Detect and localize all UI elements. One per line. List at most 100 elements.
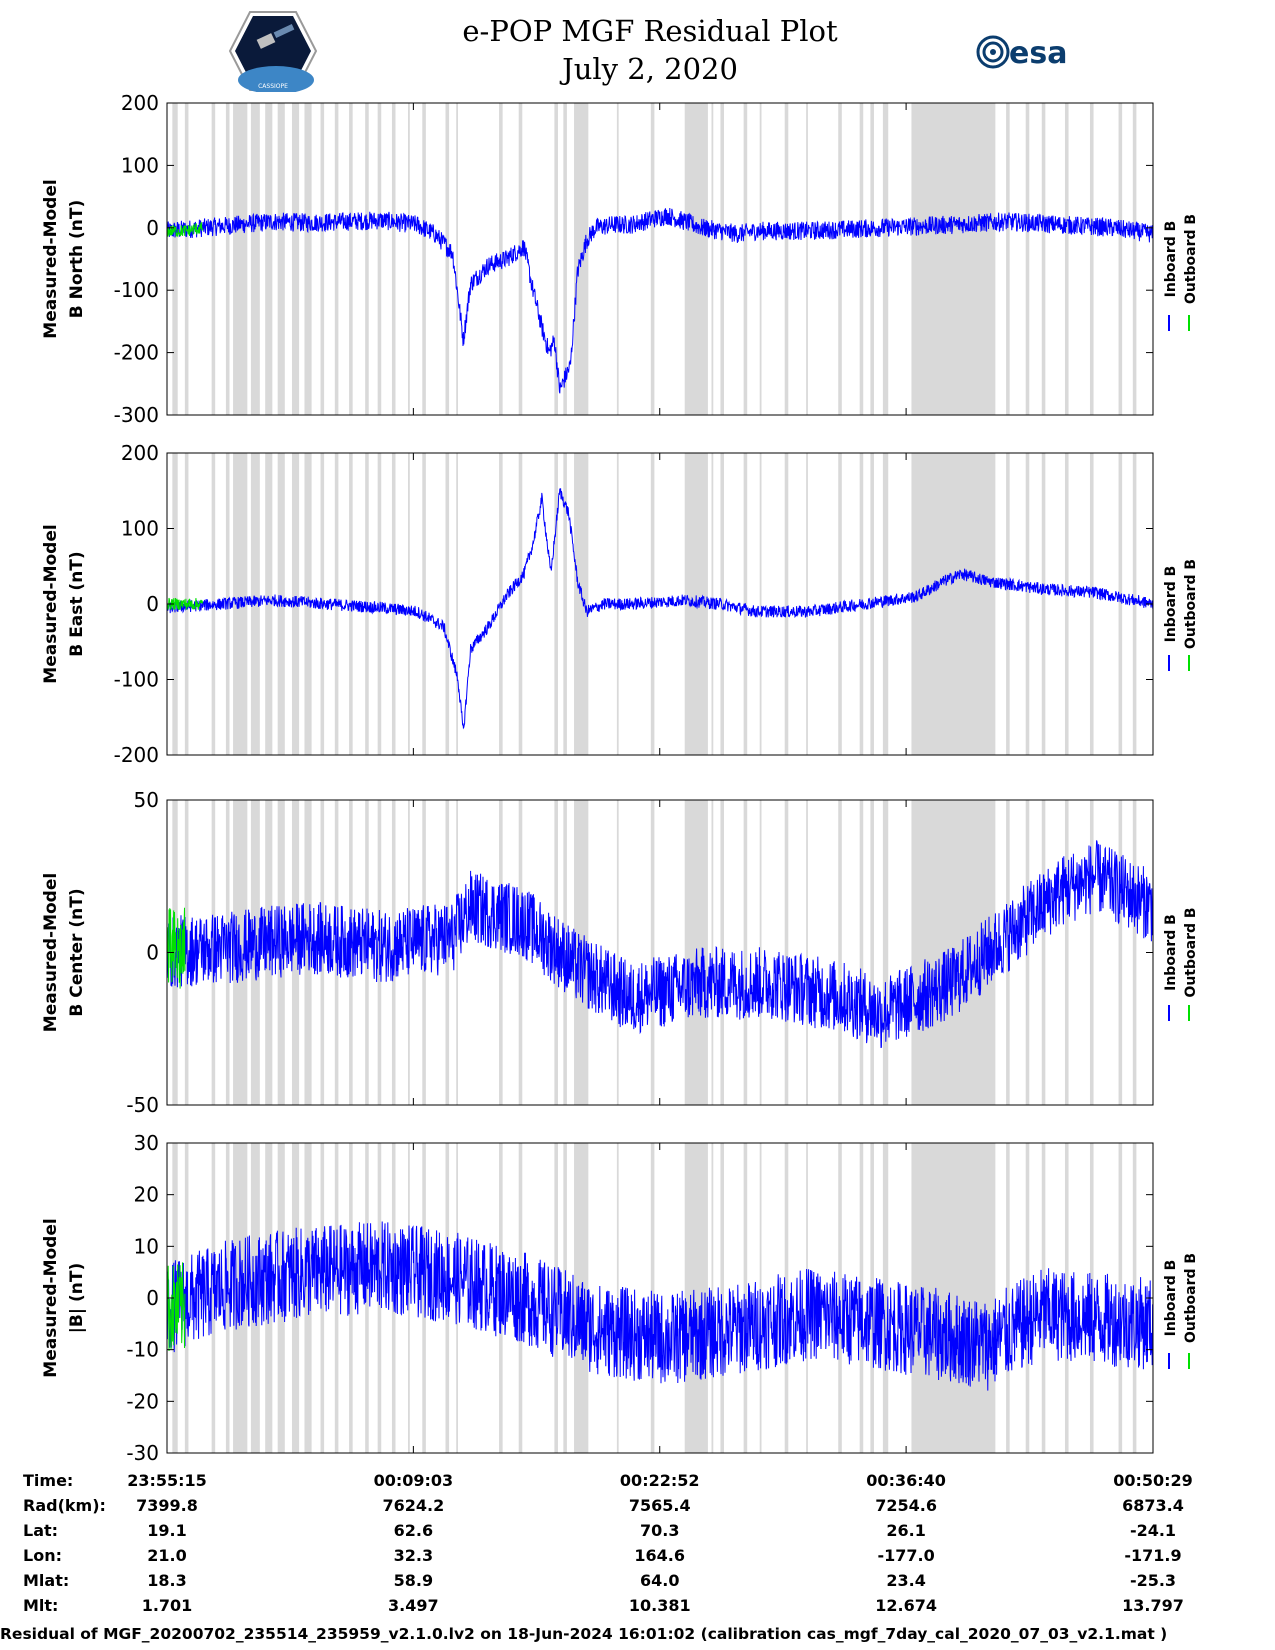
data-gap-band	[225, 1143, 230, 1453]
ephemeris-cell: 70.3	[639, 1521, 680, 1540]
data-gap-band	[320, 453, 325, 755]
data-gap-band	[743, 103, 748, 415]
ephemeris-row-label: Lat:	[23, 1521, 59, 1540]
data-gap-band	[1025, 800, 1030, 1105]
data-gap-band	[456, 453, 458, 755]
data-gap-band	[334, 1143, 339, 1453]
data-gap-band	[616, 103, 619, 415]
data-gap-band	[911, 103, 996, 415]
data-gap-band	[1132, 103, 1137, 415]
data-gap-band	[445, 800, 450, 1105]
data-gap-band	[684, 1143, 708, 1453]
data-gap-band	[277, 103, 285, 415]
inboard-b-series	[167, 1221, 1153, 1391]
ephemeris-cell: 00:36:40	[866, 1471, 946, 1490]
legend-label: Inboard B	[1163, 914, 1179, 991]
y-tick-label: -30	[126, 1441, 159, 1465]
data-gap-band	[391, 103, 396, 415]
data-gap-band	[870, 103, 874, 415]
data-gap-band	[784, 1143, 789, 1453]
data-gap-band	[563, 103, 567, 415]
esa-logo-text: esa	[1009, 36, 1067, 71]
data-gap-band	[720, 453, 725, 755]
data-gap-band	[882, 1143, 889, 1453]
data-gap-band	[574, 453, 589, 755]
data-gap-band	[377, 453, 382, 755]
data-gap-band	[759, 800, 762, 1105]
ephemeris-cell: 7565.4	[628, 1496, 691, 1515]
y-tick-label: -100	[114, 278, 159, 302]
ephemeris-cell: 58.9	[393, 1571, 434, 1590]
data-gap-band	[911, 453, 996, 755]
data-gap-band	[265, 103, 273, 415]
data-gap-band	[1006, 1143, 1010, 1453]
data-gap-band	[445, 453, 450, 755]
ephemeris-cell: 12.674	[875, 1596, 937, 1615]
y-tick-label: 10	[134, 1234, 159, 1258]
data-gap-band	[334, 103, 339, 415]
esa-logo: esa	[976, 35, 1067, 71]
data-gap-band	[518, 800, 523, 1105]
y-tick-label: -10	[126, 1338, 159, 1362]
ephemeris-cell: 26.1	[886, 1521, 926, 1540]
y-axis-label: B North (nT)	[67, 200, 87, 319]
data-gap-band	[422, 453, 426, 755]
mission-logo-text: CASSIOPE	[258, 83, 288, 90]
ephemeris-cell: 21.0	[147, 1546, 187, 1565]
legend-label: Outboard B	[1183, 214, 1199, 304]
ephemeris-cell: 7624.2	[382, 1496, 445, 1515]
data-gap-band	[1025, 103, 1030, 415]
ephemeris-cell: 7254.6	[875, 1496, 937, 1515]
data-gap-band	[784, 800, 789, 1105]
ephemeris-cell: 3.497	[388, 1596, 439, 1615]
ephemeris-row-label: Mlt:	[23, 1596, 59, 1615]
data-gap-band	[1041, 800, 1046, 1105]
ephemeris-cell: 32.3	[393, 1546, 434, 1565]
legend-label: Outboard B	[1183, 907, 1199, 997]
data-gap-band	[408, 453, 410, 755]
data-gap-band	[349, 103, 353, 415]
data-gap-band	[391, 800, 396, 1105]
data-gap-band	[1118, 800, 1123, 1105]
y-tick-label: -100	[114, 668, 159, 692]
legend-label: Outboard B	[1183, 1253, 1199, 1343]
esa-emblem-icon	[976, 35, 1010, 69]
data-gap-band	[743, 1143, 748, 1453]
data-gap-band	[518, 103, 523, 415]
y-tick-label: 0	[146, 216, 159, 240]
data-gap-band	[882, 800, 889, 1105]
data-gap-band	[250, 103, 260, 415]
data-gap-band	[265, 453, 273, 755]
data-gap-band	[377, 103, 382, 415]
data-gap-band	[650, 1143, 655, 1453]
ephemeris-row-label: Mlat:	[23, 1571, 70, 1590]
data-gap-band	[408, 1143, 410, 1453]
data-gap-band	[1064, 453, 1069, 755]
outboard-b-series	[167, 907, 186, 989]
y-axis-label: Measured-Model	[41, 873, 61, 1032]
ephemeris-cell: 6873.4	[1122, 1496, 1184, 1515]
data-gap-band	[554, 103, 558, 415]
data-gap-band	[233, 1143, 248, 1453]
y-tick-label: 0	[146, 1286, 159, 1310]
y-tick-label: 20	[134, 1183, 159, 1207]
data-gap-band	[1132, 1143, 1137, 1453]
data-gap-band	[838, 103, 842, 415]
earth-icon	[238, 66, 314, 92]
y-tick-label: -200	[114, 743, 159, 767]
data-gap-band	[211, 1143, 216, 1453]
data-gap-band	[320, 103, 325, 415]
data-gap-band	[720, 1143, 725, 1453]
ephemeris-cell: 1.701	[141, 1596, 193, 1615]
page-title: e-POP MGF Residual Plot July 2, 2020	[380, 12, 920, 88]
y-tick-label: 30	[134, 1131, 159, 1155]
data-gap-band	[554, 453, 558, 755]
ephemeris-cell: 00:50:29	[1113, 1471, 1193, 1490]
data-gap-band	[445, 103, 450, 415]
data-gap-band	[1132, 800, 1137, 1105]
data-gap-band	[456, 800, 458, 1105]
y-tick-label: -50	[126, 1093, 159, 1117]
y-tick-label: -300	[114, 403, 159, 427]
data-gap-band	[711, 800, 714, 1105]
